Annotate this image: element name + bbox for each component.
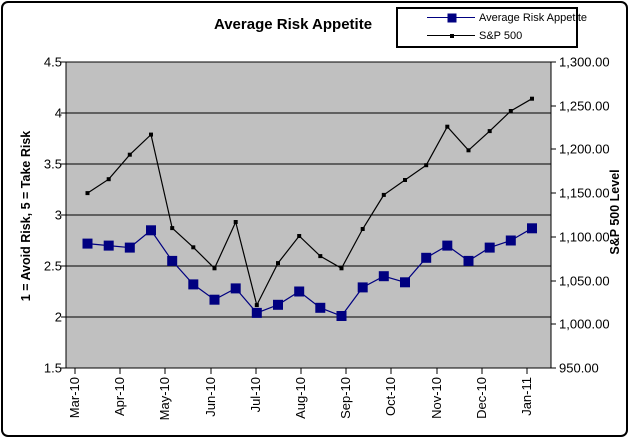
left-axis-title: 1 = Avoid Risk, 5 = Take Risk [19,130,33,302]
x-axis-tick-label: Nov-10 [429,377,444,419]
series-risk-appetite [82,223,537,321]
data-point-marker [505,235,516,246]
data-point-marker [146,225,156,236]
right-axis-tick-label: 1,000.00 [559,317,610,332]
x-axis-tick-label: Jul-10 [248,377,263,412]
data-point-marker [273,299,283,310]
x-axis-tick-label: Apr-10 [112,377,127,416]
data-point-marker [167,255,178,266]
data-point-marker [297,234,302,238]
x-axis-tick-label: Aug-10 [293,377,308,419]
right-axis-tick-label: 1,200.00 [559,142,610,157]
data-point-marker [424,163,429,168]
right-axis-tick-label: 1,300.00 [559,55,610,70]
left-axis-tick-label: 2.5 [44,259,62,274]
data-point-marker [378,271,389,282]
data-point-marker [127,152,132,157]
right-axis-tick-label: 1,250.00 [559,99,610,114]
data-point-marker [318,254,323,259]
left-axis-tick-label: 4.5 [44,55,62,70]
data-point-marker [421,252,432,263]
legend-item-sp500: S&P 500 [398,27,576,45]
data-point-marker [442,240,453,251]
right-axis-title: S&P 500 Level [608,169,622,255]
legend-marker-risk-icon [425,9,479,27]
data-point-marker [336,311,347,321]
data-point-marker [254,303,259,308]
series-line [87,227,533,317]
data-point-marker [294,286,305,297]
left-axis-tick-label: 3 [55,208,62,223]
left-axis-tick-labels: 4.5 4 3.5 3 2.5 2 1.5 [44,55,62,376]
data-point-marker [508,109,513,113]
legend-label: S&P 500 [479,30,523,42]
right-axis-tick-label: 1,100.00 [559,230,610,245]
right-axis-tick-label: 950.00 [559,361,599,376]
data-point-marker [487,129,492,134]
data-point-marker [381,192,386,197]
data-point-marker [360,227,365,231]
data-point-marker [188,279,199,290]
data-point-marker [82,238,93,249]
data-point-marker [357,282,368,293]
data-point-marker [103,240,114,251]
data-point-marker [276,261,280,266]
legend: Average Risk Appetite S&P 500 [396,7,587,48]
gridlines [61,61,551,369]
right-axis-tick-label: 1,150.00 [559,186,610,201]
data-point-marker [149,132,153,137]
data-point-marker [233,220,238,224]
data-point-marker [170,226,175,231]
legend-item-risk-appetite: Average Risk Appetite [398,9,587,27]
legend-marker-sp500-icon [425,27,479,45]
legend-label: Average Risk Appetite [479,12,588,24]
left-axis-tick-label: 1.5 [44,361,62,376]
data-point-marker [124,242,135,253]
data-point-marker [85,191,90,196]
data-point-marker [445,124,450,129]
data-point-marker [212,266,217,271]
data-point-marker [209,294,220,305]
x-axis-tick-label: Oct-10 [383,377,398,416]
data-point-marker [530,96,534,101]
data-point-marker [527,223,537,234]
data-point-marker [106,177,111,182]
data-point-marker [315,302,326,313]
data-point-marker [400,277,410,288]
data-point-marker [191,245,196,250]
data-point-marker [339,266,344,271]
x-axis-tick-label: Mar-10 [67,377,82,418]
series-sp500 [85,96,534,308]
x-axis-tick-label: Jan-11 [519,377,534,416]
data-point-marker [484,242,495,253]
x-axis-tick-labels: Mar-10 Apr-10 May-10 Jun-10 Jul-10 Aug-10 Sep-… [67,368,534,420]
data-point-marker [251,307,262,318]
data-point-marker [403,178,407,182]
chart-title: Average Risk Appetite [213,16,373,33]
left-axis-tick-label: 2 [55,310,62,325]
x-axis-tick-label: Sep-10 [338,377,353,419]
right-axis-tick-label: 1,050.00 [559,274,610,289]
data-point-marker [466,148,471,153]
x-axis-tick-label: May-10 [157,377,172,420]
left-axis-tick-label: 3.5 [44,157,62,172]
right-axis-tick-labels: 1,300.00 1,250.00 1,200.00 1,150.00 1,100.00… [551,55,610,376]
data-point-marker [463,255,474,266]
x-axis-tick-label: Dec-10 [474,377,489,419]
left-axis-tick-label: 4 [55,106,62,121]
data-point-marker [230,283,241,294]
x-axis-tick-label: Jun-10 [203,377,218,417]
series-line [87,98,533,307]
